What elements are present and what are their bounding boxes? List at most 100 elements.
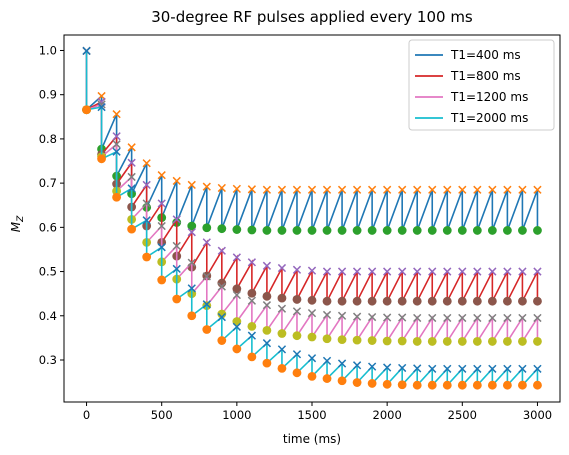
post-pulse-point [382,226,392,235]
post-pulse-point [427,380,437,390]
pre-pulse-point [383,185,392,194]
pre-pulse-point [337,359,347,368]
post-pulse-point [518,337,527,346]
series-line [85,50,539,231]
pre-pulse-point [292,350,302,359]
pre-pulse-point [473,267,482,276]
post-pulse-point [97,154,106,164]
pre-pulse-point [232,184,241,194]
post-pulse-point [307,332,317,342]
pre-pulse-point [112,140,121,149]
pre-pulse-point [428,185,437,194]
post-pulse-point [518,296,527,306]
post-pulse-point [427,226,437,235]
post-pulse-point [277,363,287,373]
pre-pulse-point [217,282,226,291]
pre-pulse-point [488,267,497,276]
pre-pulse-point [142,159,151,168]
pre-pulse-point [277,185,287,194]
post-pulse-point [533,380,542,390]
pre-pulse-point [367,185,377,194]
post-pulse-point [322,334,332,344]
pre-pulse-point [277,345,287,354]
post-pulse-point [412,380,422,390]
x-tick-label: 3000 [523,408,552,422]
pre-pulse-point [247,258,257,267]
post-pulse-point [412,337,422,346]
post-pulse-point [337,226,347,235]
pre-pulse-point [383,363,392,372]
post-pulse-point [397,296,407,306]
post-pulse-point [487,337,497,346]
pre-pulse-point [112,132,121,141]
post-pulse-point [397,336,407,346]
pre-pulse-point [443,364,452,373]
pre-pulse-point [217,183,226,193]
legend-box [408,39,555,131]
post-pulse-point [322,374,332,383]
post-pulse-point [427,337,437,346]
pre-pulse-point [262,301,272,310]
pre-pulse-point [458,364,467,373]
pre-pulse-point [247,185,257,194]
pre-pulse-point [488,313,497,323]
post-pulse-point [397,226,407,235]
post-pulse-point [217,336,227,345]
post-pulse-point [472,296,482,306]
legend-label: T1=2000 ms [450,111,528,125]
pre-pulse-point [157,171,166,180]
pre-pulse-point [443,313,452,323]
y-tick-label: 0.4 [39,309,57,323]
post-pulse-point [277,329,287,338]
pre-pulse-point [307,185,317,194]
pre-pulse-point [172,215,181,224]
x-tick-label: 2000 [373,408,402,422]
post-pulse-point [533,337,542,346]
pre-pulse-point [533,364,542,373]
pre-pulse-point [262,261,272,270]
post-pulse-point [502,337,512,346]
post-pulse-point [502,380,512,390]
series-4 [82,46,542,390]
pre-pulse-point [503,185,512,194]
pre-pulse-point [428,267,437,276]
legend-label: T1=1200 ms [450,90,528,104]
pre-pulse-point [172,176,181,186]
x-axis: 0 500 1000 1500 2000 2500 3000 [83,402,552,422]
pre-pulse-point [172,264,181,274]
pre-pulse-point [337,267,347,276]
pre-pulse-point [82,46,91,56]
post-pulse-point [352,296,362,306]
pre-pulse-point [413,364,422,373]
pre-pulse-point [277,263,287,273]
post-pulse-point [322,296,332,306]
post-pulse-point [187,221,197,231]
post-pulse-point [487,226,497,235]
y-tick-label: 0.8 [39,132,57,146]
post-pulse-point [442,337,452,346]
post-pulse-point [472,380,482,390]
y-axis-label: MZ [9,215,26,232]
pre-pulse-point [503,267,512,276]
pre-pulse-point [518,267,527,276]
pre-pulse-point [533,267,542,276]
post-pulse-point [307,226,317,235]
y-axis-label-main: M [9,221,23,232]
post-pulse-point [262,291,272,301]
post-pulse-point [457,337,467,346]
pre-pulse-point [383,313,392,322]
pre-pulse-point [307,354,317,363]
pre-pulse-point [367,362,377,371]
post-pulse-point [127,224,137,234]
pre-pulse-point [157,221,166,231]
post-pulse-point [277,226,287,235]
post-pulse-point [518,380,527,390]
pre-pulse-point [458,313,467,323]
pre-pulse-point [398,185,407,194]
post-pulse-point [82,105,91,115]
pre-pulse-point [518,185,527,194]
pre-pulse-point [187,258,196,267]
pre-pulse-point [202,238,211,247]
post-pulse-point [472,226,482,235]
post-pulse-point [397,380,407,390]
